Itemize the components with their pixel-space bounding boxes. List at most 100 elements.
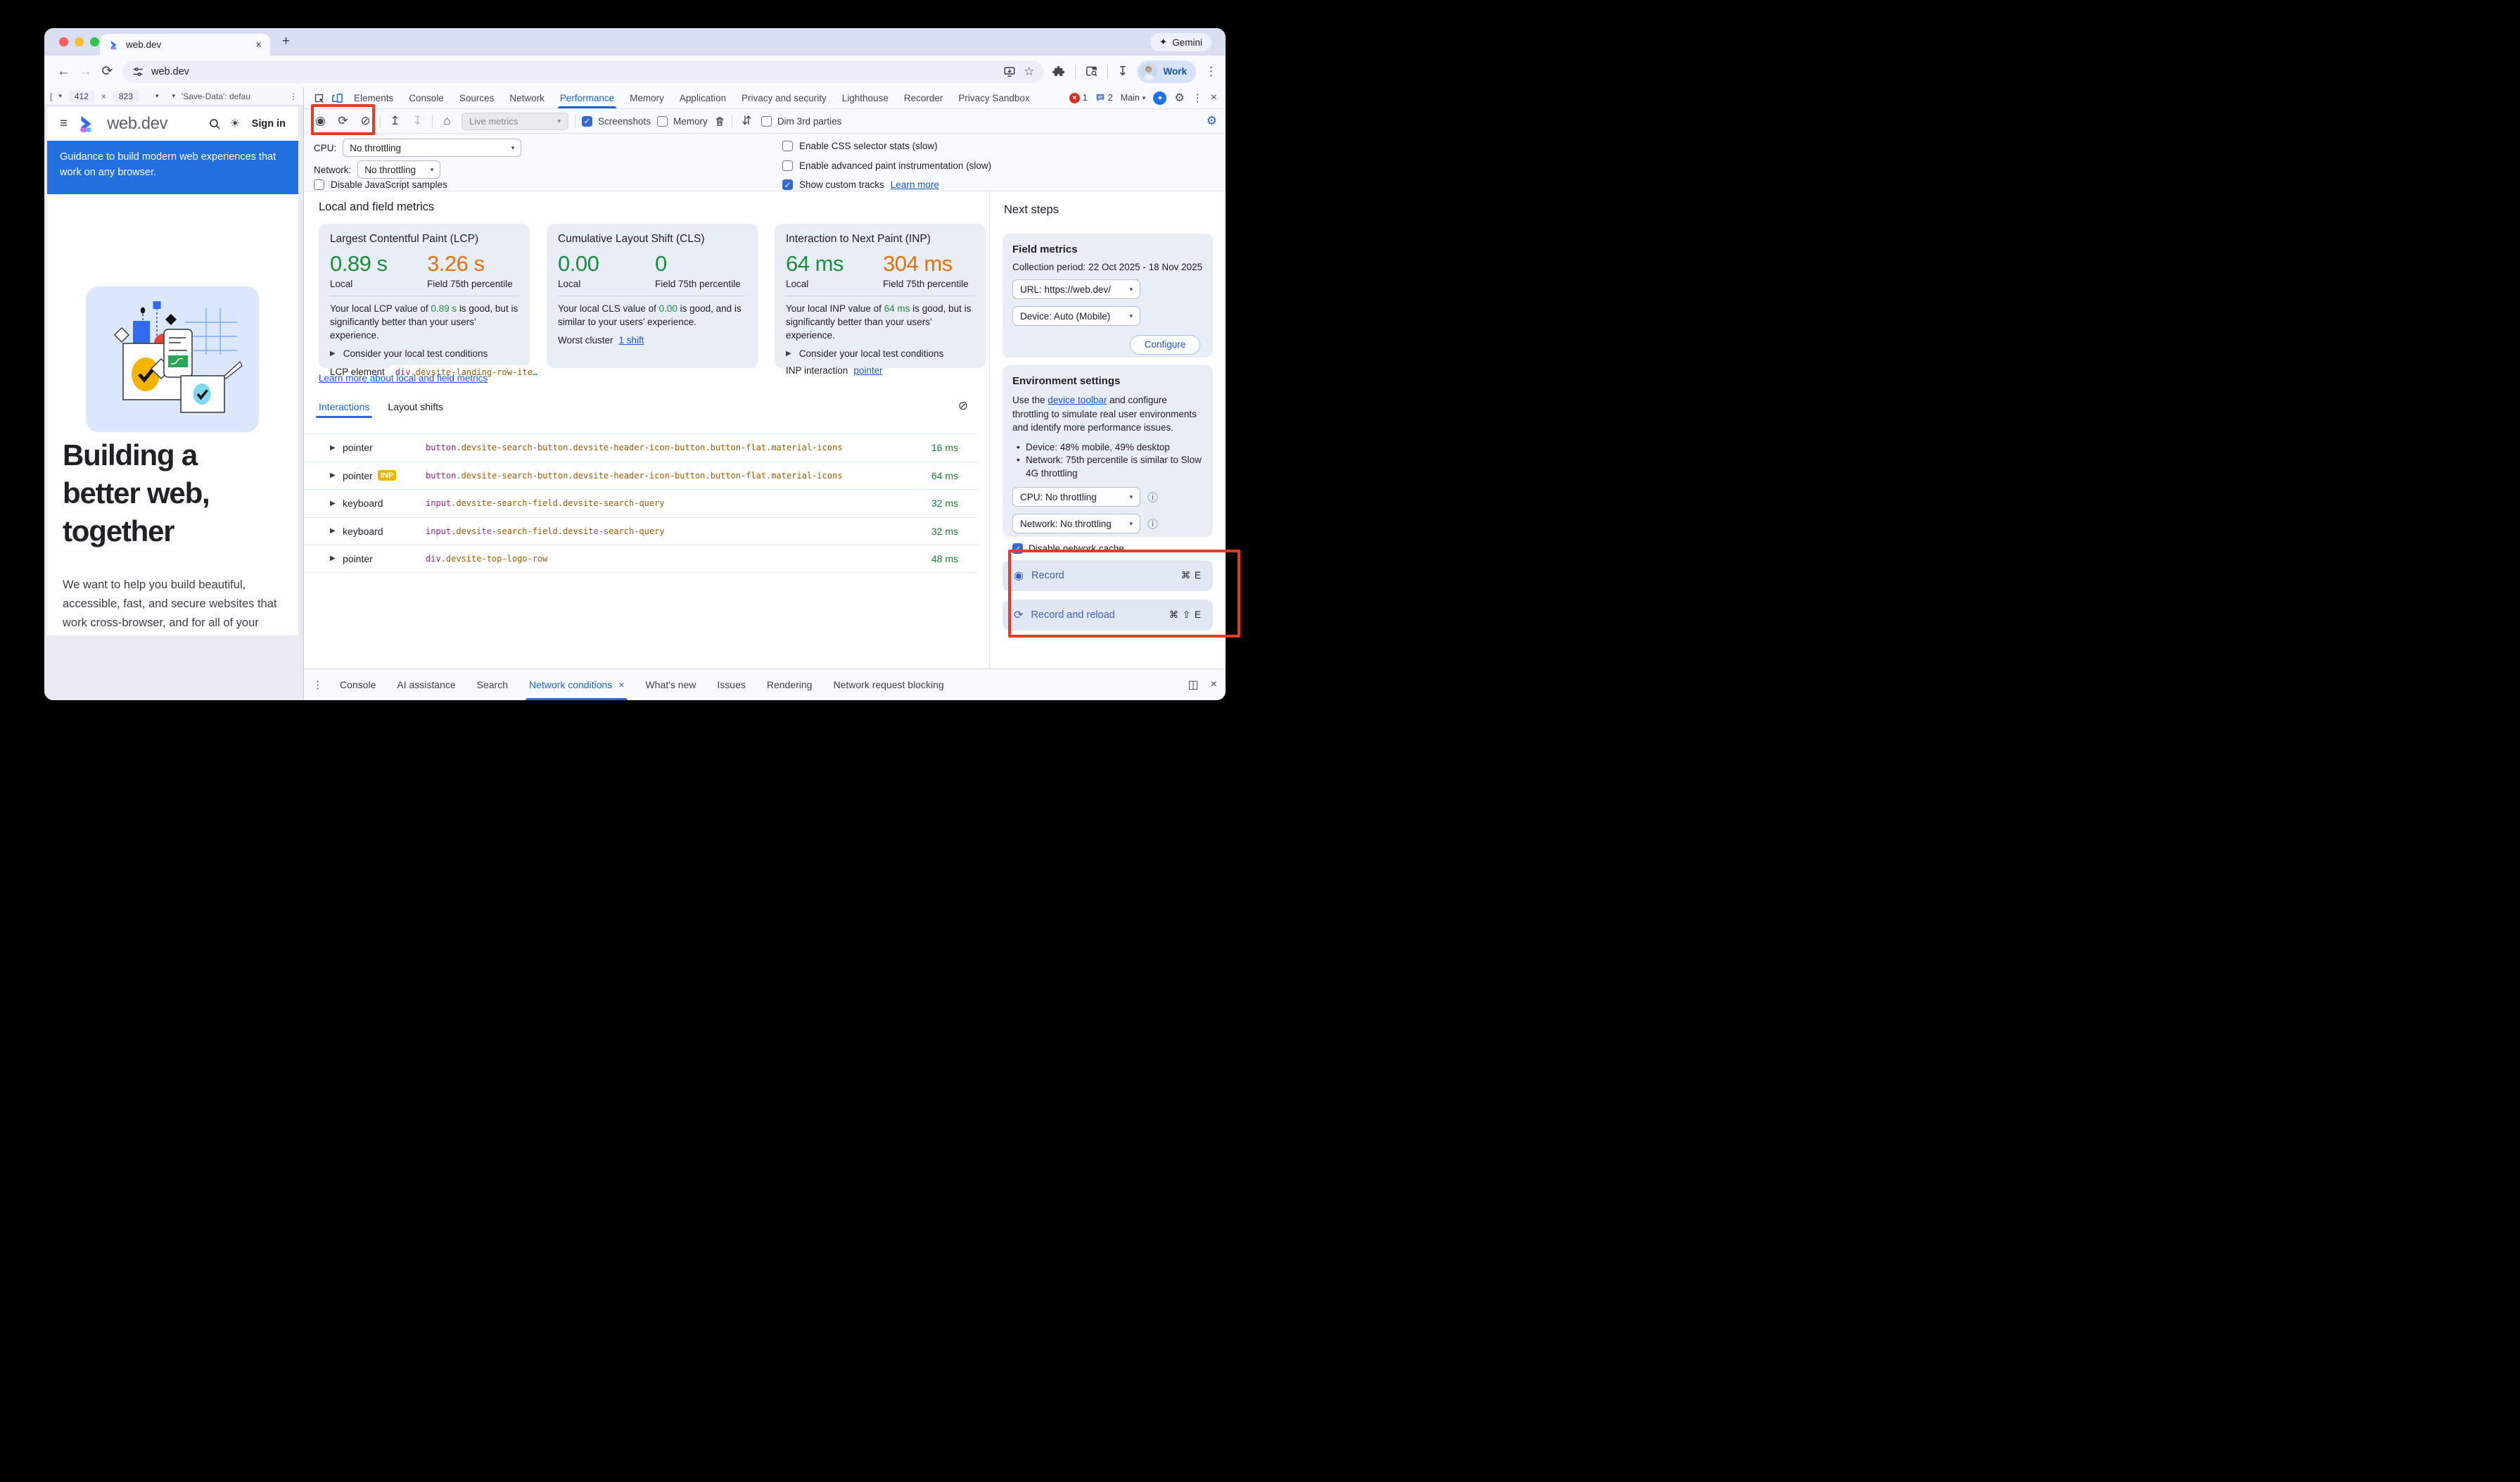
info-icon[interactable]: ⓘ [1147, 491, 1159, 504]
issues-badge[interactable]: 2 [1095, 93, 1113, 103]
devtools-tab-memory[interactable]: Memory [630, 92, 664, 103]
search-icon[interactable] [208, 118, 221, 130]
env-network-select[interactable]: Network: No throttling ▾ [1012, 514, 1140, 533]
install-app-icon[interactable] [1003, 65, 1016, 78]
paint-instrumentation-row[interactable]: Enable advanced paint instrumentation (s… [782, 160, 991, 171]
error-badge[interactable]: × 1 [1069, 92, 1088, 103]
interaction-row[interactable]: ▶ pointer div.devsite-top-logo-row 48 ms [304, 545, 978, 573]
screenshots-checkbox[interactable]: ✓ [582, 115, 592, 127]
menu-icon[interactable]: ≡ [60, 116, 68, 131]
css-stats-checkbox[interactable] [782, 141, 793, 151]
drawer-tab-issues[interactable]: Issues [717, 679, 746, 690]
devtools-tab-recorder[interactable]: Recorder [903, 92, 943, 103]
custom-tracks-row[interactable]: ✓ Show custom tracks Learn more [782, 179, 939, 190]
forward-button[interactable]: → [79, 63, 92, 79]
bookmark-star-icon[interactable]: ☆ [1024, 64, 1035, 78]
close-window-button[interactable] [59, 37, 68, 46]
webdev-logo[interactable] [76, 113, 97, 134]
learn-more-link[interactable]: Learn more [890, 179, 939, 190]
collect-garbage-icon[interactable] [714, 115, 725, 127]
clear-log-icon[interactable]: ⊘ [957, 399, 968, 412]
sign-in-button[interactable]: Sign in [251, 118, 286, 129]
devtools-tab-privacy-sandbox[interactable]: Privacy Sandbox [958, 92, 1030, 103]
downloads-icon[interactable]: ↧ [1117, 64, 1128, 78]
tab-search-icon[interactable] [1085, 65, 1098, 78]
drawer-tab-console[interactable]: Console [340, 679, 376, 690]
profile-button[interactable]: Work [1137, 60, 1196, 83]
tab-close-icon[interactable]: × [255, 39, 262, 51]
interaction-row[interactable]: ▶ keyboard input.devsite-search-field.de… [304, 517, 978, 545]
network-throttle-select[interactable]: No throttling ▾ [357, 160, 441, 179]
memory-checkbox-row[interactable]: Memory [657, 115, 708, 127]
drawer-close-icon[interactable]: × [1210, 678, 1217, 690]
chevron-down-icon[interactable]: ▾ [58, 92, 62, 99]
drawer-tab-network-request-blocking[interactable]: Network request blocking [833, 679, 944, 690]
split-panel-icon[interactable]: ◫ [1188, 679, 1199, 691]
devtools-tab-network[interactable]: Network [509, 92, 545, 103]
minimize-window-button[interactable] [75, 37, 84, 46]
devtools-tab-performance[interactable]: Performance [552, 87, 622, 108]
learn-metrics-link[interactable]: Learn more about local and field metrics [319, 373, 488, 384]
field-device-select[interactable]: Device: Auto (Mobile) ▾ [1012, 306, 1140, 326]
site-logo-text[interactable]: web.dev [107, 114, 167, 133]
gemini-button[interactable]: ✦ Gemini [1150, 33, 1211, 51]
extensions-icon[interactable] [1052, 65, 1066, 78]
cls-shift-link[interactable]: 1 shift [618, 335, 644, 346]
collapse-panel-icon[interactable]: ⇵ [742, 114, 752, 127]
devtools-settings-icon[interactable]: ⚙ [1174, 92, 1185, 104]
lcp-element-chip[interactable]: div.devsite-landing-row-ite… [390, 365, 543, 379]
devtools-tab-lighthouse[interactable]: Lighthouse [841, 92, 889, 103]
new-tab-button[interactable]: + [282, 34, 291, 49]
history-select[interactable]: Live metrics ▾ [462, 112, 568, 130]
device-select-icon[interactable]: [ [50, 91, 53, 101]
record-button[interactable]: ◉ Record ⌘ E [1003, 560, 1213, 591]
drawer-tab-network-conditions[interactable]: Network conditions × [518, 669, 635, 700]
devtools-menu-icon[interactable]: ⋮ [1192, 92, 1203, 104]
zoom-select-icon[interactable]: ▾ [155, 92, 159, 99]
live-metrics-home-icon[interactable]: ⌂ [443, 114, 451, 127]
disable-js-row[interactable]: Disable JavaScript samples [314, 179, 447, 190]
devtools-tab-sources[interactable]: Sources [459, 92, 495, 103]
site-settings-icon[interactable] [132, 66, 144, 77]
save-profile-icon[interactable]: ↧ [412, 114, 423, 127]
layout-shifts-tab[interactable]: Layout shifts [388, 401, 443, 412]
maximize-window-button[interactable] [90, 37, 99, 46]
drawer-tab-rendering[interactable]: Rendering [766, 679, 813, 690]
device-toolbar-toggle-icon[interactable] [328, 92, 346, 104]
disable-js-checkbox[interactable] [314, 179, 324, 190]
record-reload-icon[interactable]: ⟳ [338, 114, 348, 127]
configure-button[interactable]: Configure [1130, 335, 1200, 355]
device-toolbar-link[interactable]: device toolbar [1048, 395, 1107, 405]
devtools-tab-application[interactable]: Application [679, 92, 726, 103]
record-icon[interactable]: ◉ [315, 114, 326, 127]
record-and-reload-button[interactable]: ⟳ Record and reload ⌘ ⇧ E [1003, 600, 1213, 631]
drawer-menu-icon[interactable]: ⋮ [312, 679, 323, 691]
viewport-width-field[interactable]: 412 [68, 90, 95, 102]
back-button[interactable]: ← [57, 63, 70, 79]
dim-3rd-parties-checkbox[interactable] [761, 115, 772, 127]
device-toolbar-menu-icon[interactable]: ⋮ [289, 91, 298, 101]
viewport-height-field[interactable]: 823 [112, 90, 139, 102]
url-text[interactable]: web.dev [151, 65, 190, 77]
load-profile-icon[interactable]: ↥ [390, 114, 400, 127]
devtools-tab-console[interactable]: Console [409, 92, 444, 103]
drawer-tab-search[interactable]: Search [476, 679, 508, 690]
css-stats-row[interactable]: Enable CSS selector stats (slow) [782, 141, 938, 151]
memory-checkbox[interactable] [657, 115, 668, 127]
save-data-status[interactable]: 'Save-Data': defau [182, 91, 250, 101]
row-expand-icon[interactable]: ▶ [330, 443, 336, 452]
field-url-select[interactable]: URL: https://web.dev/ ▾ [1012, 279, 1140, 299]
lcp-local-conditions-expander[interactable]: ▶ Consider your local test conditions [330, 348, 518, 359]
row-expand-icon[interactable]: ▶ [330, 471, 336, 480]
capture-settings-icon[interactable]: ⚙ [1206, 114, 1217, 127]
main-context-select[interactable]: Main ▾ [1121, 93, 1146, 103]
browser-tab[interactable]: web.dev × [100, 34, 270, 56]
drawer-tab-close-icon[interactable]: × [618, 679, 625, 690]
info-icon[interactable]: ⓘ [1147, 518, 1159, 531]
screenshots-checkbox-row[interactable]: ✓ Screenshots [582, 115, 651, 127]
interaction-row[interactable]: ▶ pointer INP button.devsite-search-butto… [304, 461, 978, 490]
theme-toggle-icon[interactable]: ☀ [229, 117, 241, 130]
custom-tracks-checkbox[interactable]: ✓ [782, 179, 793, 190]
devtools-tab-elements[interactable]: Elements [354, 92, 394, 103]
browser-menu-icon[interactable]: ⋮ [1205, 64, 1217, 78]
